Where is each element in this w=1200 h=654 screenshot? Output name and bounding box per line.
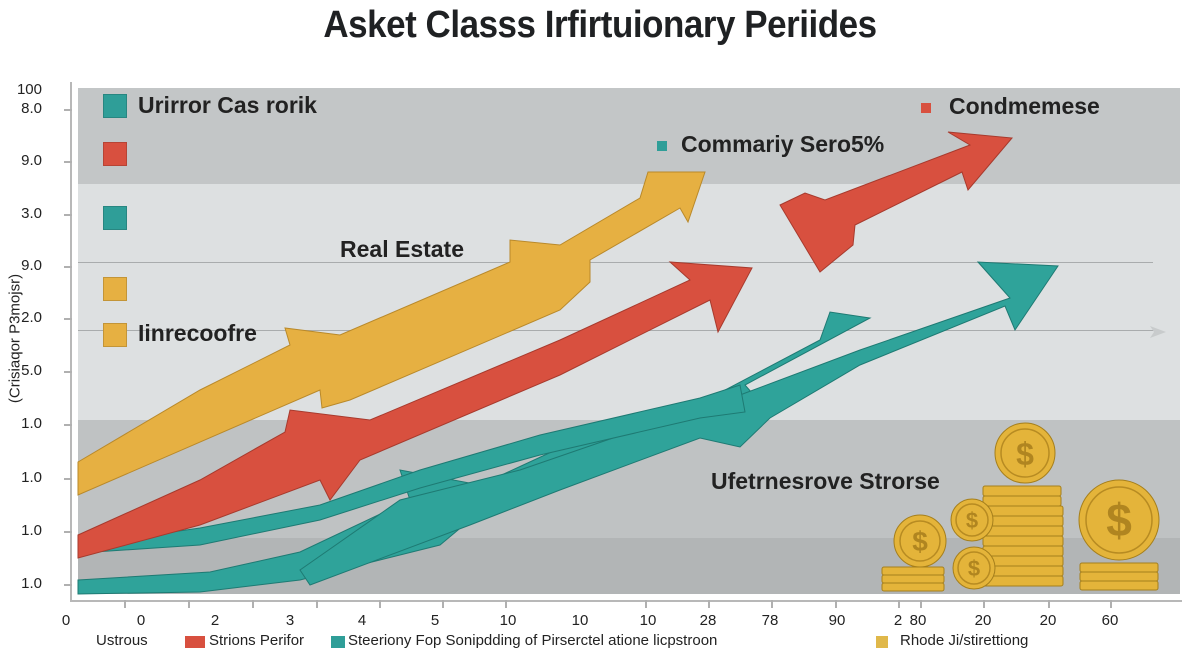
y-tick-mark: [64, 584, 72, 586]
annotation-condmemese: Condmemese: [949, 93, 1100, 119]
x-tick-mark: [645, 600, 647, 608]
dollar-icon: $: [1016, 436, 1034, 472]
y-axis: [70, 82, 72, 600]
x-tick-mark: [1110, 600, 1112, 608]
annotation-real-estate: Real Estate: [340, 236, 465, 262]
legend-label: Iinrecoofre: [138, 320, 257, 346]
bottom-legend-swatch-red: [185, 636, 205, 648]
legend-swatch-gold: [103, 277, 127, 301]
y-tick-mark: [64, 531, 72, 533]
x-tick-label: 3: [285, 612, 295, 629]
annotation-swatch-red: [921, 103, 931, 113]
y-tick-label: 2.0: [21, 309, 42, 326]
y-tick-label: 1.0: [21, 469, 42, 486]
bottom-legend-label: Strions Perifor: [209, 632, 305, 649]
y-tick-mark: [64, 266, 72, 268]
y-axis-label: (Crisiaqor P3mojsr): [6, 273, 24, 404]
x-tick-mark: [835, 600, 837, 608]
x-tick-label: 60: [1101, 612, 1119, 629]
x-tick-label: 2: [893, 612, 903, 629]
x-tick-mark: [188, 600, 190, 608]
x-tick-mark: [920, 600, 922, 608]
x-tick-mark: [252, 600, 254, 608]
x-tick-label: 10: [571, 612, 589, 629]
chart-title: Asket Classs Irfirtuionary Periides: [323, 4, 877, 46]
x-tick-label: 20: [1039, 612, 1057, 629]
x-tick-label: 10: [639, 612, 657, 629]
dollar-icon: $: [966, 508, 978, 533]
y-tick-label: 9.0: [21, 152, 42, 169]
grid-line: [78, 262, 1153, 263]
legend-swatch-teal: [103, 206, 127, 230]
dollar-icon: $: [968, 556, 980, 581]
y-tick-label: 1.0: [21, 415, 42, 432]
bottom-legend-label: Rhode Ji/stirettiong: [900, 632, 1029, 649]
grid-arrowhead-icon: [1150, 326, 1166, 338]
x-tick-mark: [442, 600, 444, 608]
legend-swatch-gold: [103, 323, 127, 347]
y-tick-label: 1.0: [21, 575, 42, 592]
coin-stacks: $ $ $ $ $: [881, 422, 1160, 592]
dollar-icon: $: [1106, 494, 1132, 546]
x-tick-label: 90: [828, 612, 846, 629]
y-tick-label: 1.0: [21, 522, 42, 539]
x-tick-label: 5: [430, 612, 440, 629]
teal-arrow-lower: [77, 311, 872, 595]
x-tick-label: 80: [909, 612, 927, 629]
x-tick-label: 4: [357, 612, 367, 629]
bottom-legend-swatch-teal: [331, 636, 345, 648]
x-tick-mark: [983, 600, 985, 608]
annotation-swatch-teal: [657, 141, 667, 151]
x-tick-label: 2: [210, 612, 220, 629]
red-arrow: [77, 261, 753, 559]
y-tick-mark: [64, 478, 72, 480]
dollar-icon: $: [912, 526, 928, 557]
annotation-commary: Commariy Sero5%: [681, 131, 885, 157]
bottom-legend-label: Steeriony Fop Sonipdding of Pirserctel a…: [348, 632, 718, 649]
x-tick-mark: [505, 600, 507, 608]
legend-label: Urirror Cas rorik: [138, 92, 317, 118]
x-tick-label: 20: [974, 612, 992, 629]
y-tick-mark: [64, 161, 72, 163]
y-tick-label: 100: [16, 81, 42, 98]
bottom-legend-swatch-gold: [876, 636, 888, 648]
bottom-legend-label: Ustrous: [96, 632, 148, 649]
x-tick-label: 78: [761, 612, 779, 629]
legend-swatch-teal: [103, 94, 127, 118]
x-tick-label: 0: [136, 612, 146, 629]
y-tick-mark: [64, 109, 72, 111]
y-tick-mark: [64, 424, 72, 426]
x-tick-mark: [708, 600, 710, 608]
red-arrow-upper: [779, 131, 1014, 273]
y-tick-label: 8.0: [21, 100, 42, 117]
gold-arrow: [77, 171, 706, 496]
x-tick-label: 28: [699, 612, 717, 629]
y-tick-mark: [64, 371, 72, 373]
x-tick-label: 10: [499, 612, 517, 629]
x-tick-label: 0: [61, 612, 71, 629]
annotation-ufetrnesrove: Ufetrnesrove Strorse: [711, 468, 940, 494]
teal-arrow-inner: [79, 384, 746, 554]
x-tick-mark: [771, 600, 773, 608]
y-tick-label: 9.0: [21, 257, 42, 274]
background-band: [78, 88, 1180, 184]
legend-swatch-red: [103, 142, 127, 166]
x-tick-mark: [379, 600, 381, 608]
x-axis: [70, 600, 1182, 602]
x-tick-mark: [1048, 600, 1050, 608]
x-tick-mark: [124, 600, 126, 608]
y-tick-mark: [64, 318, 72, 320]
y-tick-label: 3.0: [21, 205, 42, 222]
x-tick-mark: [898, 600, 900, 608]
y-tick-label: 5.0: [21, 362, 42, 379]
y-tick-mark: [64, 214, 72, 216]
x-tick-mark: [316, 600, 318, 608]
